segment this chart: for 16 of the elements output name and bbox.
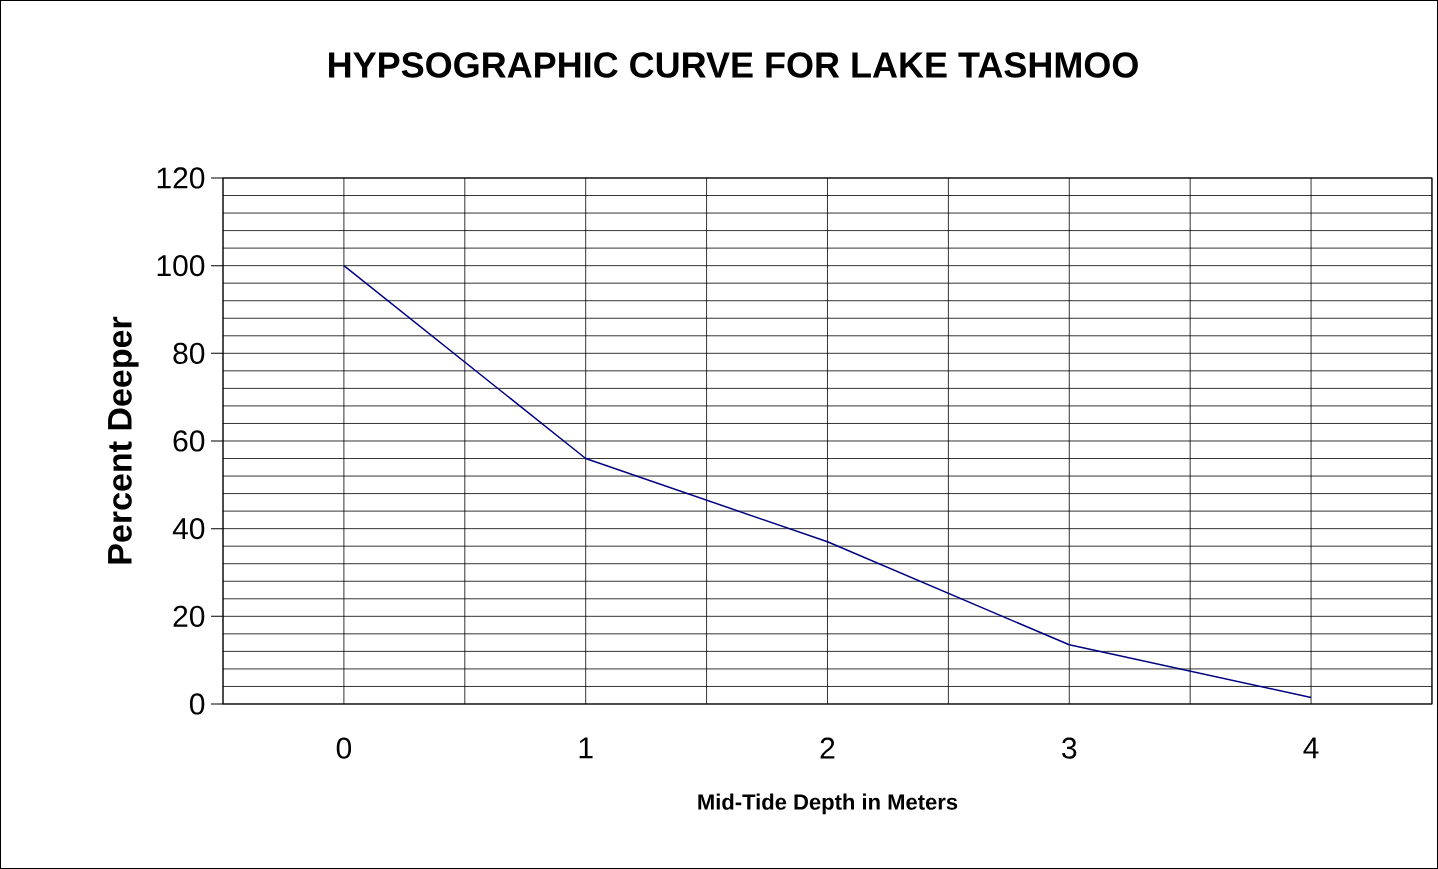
x-tick-label: 3: [1062, 737, 1077, 759]
y-tick-label: 20: [173, 605, 205, 627]
y-tick-label: 80: [173, 342, 205, 364]
line-series: [343, 264, 1312, 699]
x-tick-label: 4: [1303, 737, 1319, 759]
chart-title: HYPSOGRAPHIC CURVE FOR LAKE TASHMOO: [329, 52, 1138, 78]
x-tick-label: 0: [336, 737, 352, 759]
x-axis-title: Mid-Tide Depth in Meters: [698, 793, 958, 815]
y-tick-label: 0: [189, 693, 205, 715]
y-tick-label: 120: [157, 167, 205, 189]
x-tick-label: 1: [579, 737, 593, 759]
y-tick-label: 100: [157, 255, 205, 277]
y-tick-label: 60: [173, 430, 205, 452]
x-tick-label: 2: [820, 737, 835, 759]
y-tick-label: 40: [172, 518, 205, 540]
y-axis-title: Percent Deeper: [108, 316, 139, 564]
